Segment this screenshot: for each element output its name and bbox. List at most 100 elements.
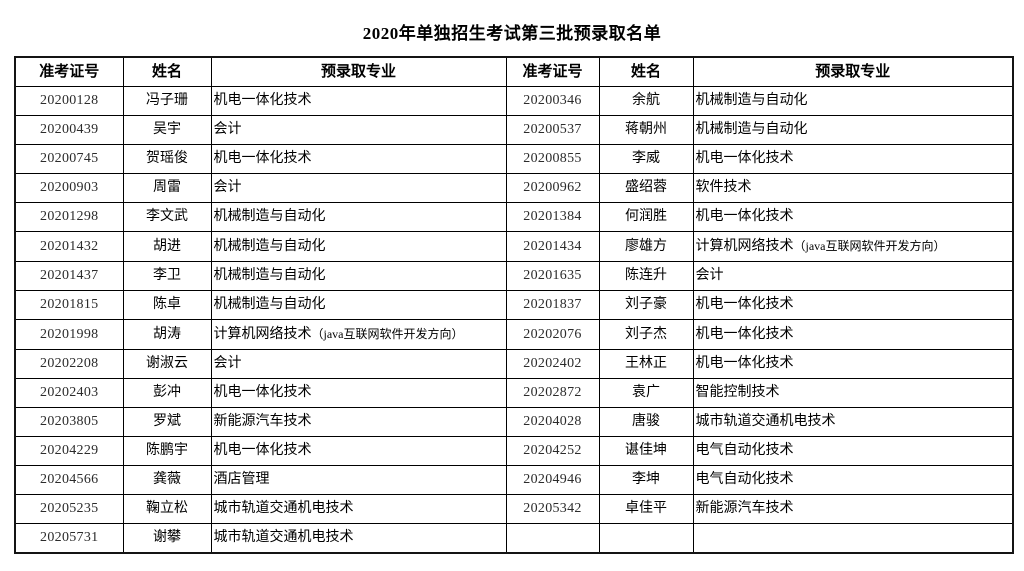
table-row: 20201998 胡涛 计算机网络技术（java互联网软件开发方向） 20202076… xyxy=(14,319,1014,350)
cell-exam-number: 20200346 xyxy=(505,86,600,116)
cell-student-name: 贺瑶俊 xyxy=(122,144,212,174)
cell-student-name: 彭冲 xyxy=(122,378,212,408)
header-exam-number-left: 准考证号 xyxy=(14,56,124,87)
cell-student-name: 谢淑云 xyxy=(122,349,212,379)
cell-student-name: 余航 xyxy=(598,86,694,116)
cell-exam-number: 20200537 xyxy=(505,115,600,145)
cell-student-name: 李坤 xyxy=(598,465,694,495)
table-row: 20200745 贺瑶俊 机电一体化技术 20200855 李威 机电一体化技术 xyxy=(14,144,1014,174)
page-title: 2020年单独招生考试第三批预录取名单 xyxy=(362,24,662,43)
cell-exam-number: 20201298 xyxy=(14,202,124,232)
cell-major: 新能源汽车技术 xyxy=(210,407,507,437)
cell-major: 机械制造与自动化 xyxy=(692,115,1014,145)
cell-major: 机电一体化技术 xyxy=(210,436,507,466)
cell-major: 机电一体化技术 xyxy=(210,378,507,408)
cell-student-name: 卓佳平 xyxy=(598,494,694,524)
table-row: 20202403 彭冲 机电一体化技术 20202872 袁广 智能控制技术 xyxy=(14,378,1014,408)
cell-major: 城市轨道交通机电技术 xyxy=(210,494,507,524)
cell-exam-number: 20201998 xyxy=(14,319,124,350)
cell-exam-number: 20201815 xyxy=(14,290,124,320)
cell-exam-number xyxy=(505,523,600,554)
header-major-left: 预录取专业 xyxy=(210,56,507,87)
cell-exam-number: 20201635 xyxy=(505,261,600,291)
cell-student-name: 李文武 xyxy=(122,202,212,232)
cell-major: 会计 xyxy=(210,115,507,145)
cell-student-name: 罗斌 xyxy=(122,407,212,437)
cell-student-name: 刘子杰 xyxy=(598,319,694,350)
cell-student-name: 王林正 xyxy=(598,349,694,379)
cell-exam-number: 20200962 xyxy=(505,173,600,203)
cell-exam-number: 20202208 xyxy=(14,349,124,379)
cell-student-name: 唐骏 xyxy=(598,407,694,437)
table-row: 20201432 胡进 机械制造与自动化 20201434 廖雄方 计算机网络技术（jav… xyxy=(14,231,1014,262)
cell-exam-number: 20204946 xyxy=(505,465,600,495)
header-student-name-left: 姓名 xyxy=(122,56,212,87)
header-major-right: 预录取专业 xyxy=(692,56,1014,87)
cell-major: 电气自动化技术 xyxy=(692,465,1014,495)
cell-major: 机械制造与自动化 xyxy=(210,231,507,262)
cell-exam-number: 20205235 xyxy=(14,494,124,524)
admission-table: 准考证号 姓名 预录取专业 准考证号 姓名 预录取专业 20200128 冯子珊机… xyxy=(14,56,1014,554)
table-row: 20205731 谢攀 城市轨道交通机电技术 xyxy=(14,523,1014,554)
cell-major: 会计 xyxy=(210,349,507,379)
table-header: 准考证号 姓名 预录取专业 准考证号 姓名 预录取专业 xyxy=(14,56,1014,87)
cell-student-name xyxy=(598,523,694,554)
cell-student-name: 蒋朝州 xyxy=(598,115,694,145)
cell-student-name: 李威 xyxy=(598,144,694,174)
cell-exam-number: 20200439 xyxy=(14,115,124,145)
cell-exam-number: 20200745 xyxy=(14,144,124,174)
cell-major: 机械制造与自动化 xyxy=(210,290,507,320)
cell-major: 机械制造与自动化 xyxy=(210,261,507,291)
cell-student-name: 何润胜 xyxy=(598,202,694,232)
cell-major: 新能源汽车技术 xyxy=(692,494,1014,524)
cell-student-name: 陈卓 xyxy=(122,290,212,320)
cell-student-name: 袁广 xyxy=(598,378,694,408)
table-row: 20205235 鞠立松 城市轨道交通机电技术 20205342 卓佳平 新能源汽车技术 xyxy=(14,494,1014,524)
cell-major: 会计 xyxy=(692,261,1014,291)
cell-student-name: 谌佳坤 xyxy=(598,436,694,466)
table-row: 20200439 吴宇 会计 20200537 蒋朝州 机械制造与自动化 xyxy=(14,115,1014,145)
header-row: 准考证号 姓名 预录取专业 准考证号 姓名 预录取专业 xyxy=(14,56,1014,87)
cell-major: 电气自动化技术 xyxy=(692,436,1014,466)
cell-major xyxy=(692,523,1014,554)
cell-major: 软件技术 xyxy=(692,173,1014,203)
cell-exam-number: 20204252 xyxy=(505,436,600,466)
cell-major: 机械制造与自动化 xyxy=(692,86,1014,116)
cell-student-name: 陈鹏宇 xyxy=(122,436,212,466)
cell-major: 机电一体化技术 xyxy=(692,349,1014,379)
table-row: 20201437 李卫 机械制造与自动化 20201635 陈连升 会计 xyxy=(14,261,1014,291)
cell-exam-number: 20204229 xyxy=(14,436,124,466)
cell-student-name: 胡进 xyxy=(122,231,212,262)
cell-exam-number: 20201837 xyxy=(505,290,600,320)
cell-exam-number: 20202076 xyxy=(505,319,600,350)
table-row: 20201815 陈卓 机械制造与自动化 20201837 刘子豪 机电一体化技术 xyxy=(14,290,1014,320)
cell-exam-number: 20201432 xyxy=(14,231,124,262)
cell-major: 城市轨道交通机电技术 xyxy=(692,407,1014,437)
table-body: 20200128 冯子珊 机电一体化技术 20200346 余航 机械制造与自动化 2020… xyxy=(14,86,1014,554)
cell-student-name: 李卫 xyxy=(122,261,212,291)
cell-major: 计算机网络技术（java互联网软件开发方向） xyxy=(692,231,1014,262)
cell-exam-number: 20201437 xyxy=(14,261,124,291)
cell-exam-number: 20205731 xyxy=(14,523,124,554)
cell-exam-number: 20200903 xyxy=(14,173,124,203)
table-row: 20204566 龚薇 酒店管理 20204946 李坤 电气自动化技术 xyxy=(14,465,1014,495)
cell-exam-number: 20202403 xyxy=(14,378,124,408)
cell-major: 计算机网络技术（java互联网软件开发方向） xyxy=(210,319,507,350)
cell-major: 机械制造与自动化 xyxy=(210,202,507,232)
cell-student-name: 周雷 xyxy=(122,173,212,203)
cell-student-name: 吴宇 xyxy=(122,115,212,145)
cell-major: 机电一体化技术 xyxy=(692,202,1014,232)
cell-exam-number: 20201434 xyxy=(505,231,600,262)
cell-student-name: 盛绍蓉 xyxy=(598,173,694,203)
cell-student-name: 谢攀 xyxy=(122,523,212,554)
table-row: 20204229 陈鹏宇 机电一体化技术 20204252 谌佳坤 电气自动化技术 xyxy=(14,436,1014,466)
cell-major: 城市轨道交通机电技术 xyxy=(210,523,507,554)
cell-exam-number: 20205342 xyxy=(505,494,600,524)
table-row: 20200128 冯子珊 机电一体化技术 20200346 余航 机械制造与自动化 xyxy=(14,86,1014,116)
cell-major: 机电一体化技术 xyxy=(210,86,507,116)
cell-major: 机电一体化技术 xyxy=(692,319,1014,350)
cell-student-name: 龚薇 xyxy=(122,465,212,495)
header-student-name-right: 姓名 xyxy=(598,56,694,87)
cell-student-name: 胡涛 xyxy=(122,319,212,350)
cell-major: 机电一体化技术 xyxy=(692,290,1014,320)
